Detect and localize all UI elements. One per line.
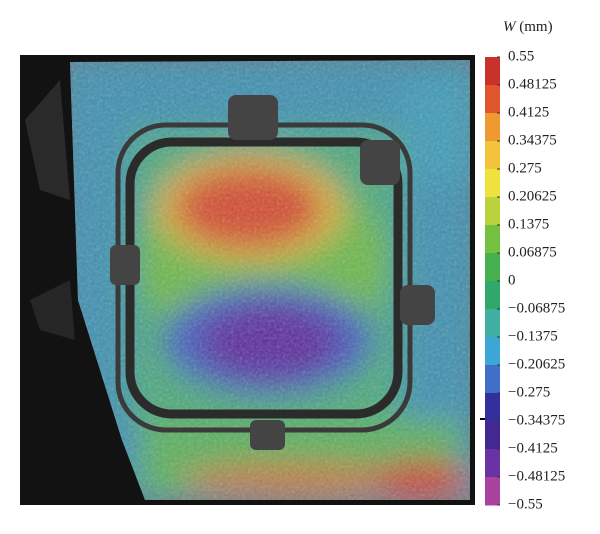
colorbar-segment (485, 197, 500, 226)
colorbar-segment (485, 253, 500, 282)
colorbar-segment (485, 113, 500, 142)
colorbar-segment (485, 477, 500, 506)
colorbar-segment (485, 141, 500, 170)
colorbar-segment (485, 57, 500, 86)
colorbar-segment (485, 85, 500, 114)
tick-label: 0.48125 (508, 76, 557, 92)
colorbar: 0.55 0.48125 0.4125 0.34375 0.275 0.20625 0.13… (485, 48, 565, 512)
title-unit: (mm) (519, 19, 552, 35)
tick-label: −0.48125 (508, 468, 565, 484)
colorbar-segment (485, 281, 500, 310)
tick-label: 0.34375 (508, 132, 557, 148)
tick-label: −0.275 (508, 384, 550, 400)
colorbar-segment (485, 169, 500, 198)
tick-label: 0.55 (508, 48, 534, 64)
colorbar-segment (485, 337, 500, 366)
tick-label: −0.55 (508, 496, 543, 512)
tick-label: −0.34375 (508, 412, 565, 428)
tick-label: 0.4125 (508, 104, 549, 120)
tick-label: 0.1375 (508, 216, 549, 232)
colorbar-segment (485, 309, 500, 338)
colorbar-title: W (mm) (503, 19, 553, 35)
tick-label: −0.1375 (508, 328, 558, 344)
colorbar-segment (485, 393, 500, 422)
tick-label: 0 (508, 272, 516, 288)
tick-label: 0.20625 (508, 188, 557, 204)
tick-label: −0.4125 (508, 440, 558, 456)
photo (20, 55, 475, 505)
tick-label: 0.06875 (508, 244, 557, 260)
title-symbol: W (503, 19, 517, 35)
colorbar-segment (485, 449, 500, 478)
colorbar-segment (485, 421, 500, 450)
colorbar-segment (485, 365, 500, 394)
tick-label: −0.06875 (508, 300, 565, 316)
colorbar-segment (485, 225, 500, 254)
tick-label: 0.275 (508, 160, 542, 176)
tick-label: −0.20625 (508, 356, 565, 372)
